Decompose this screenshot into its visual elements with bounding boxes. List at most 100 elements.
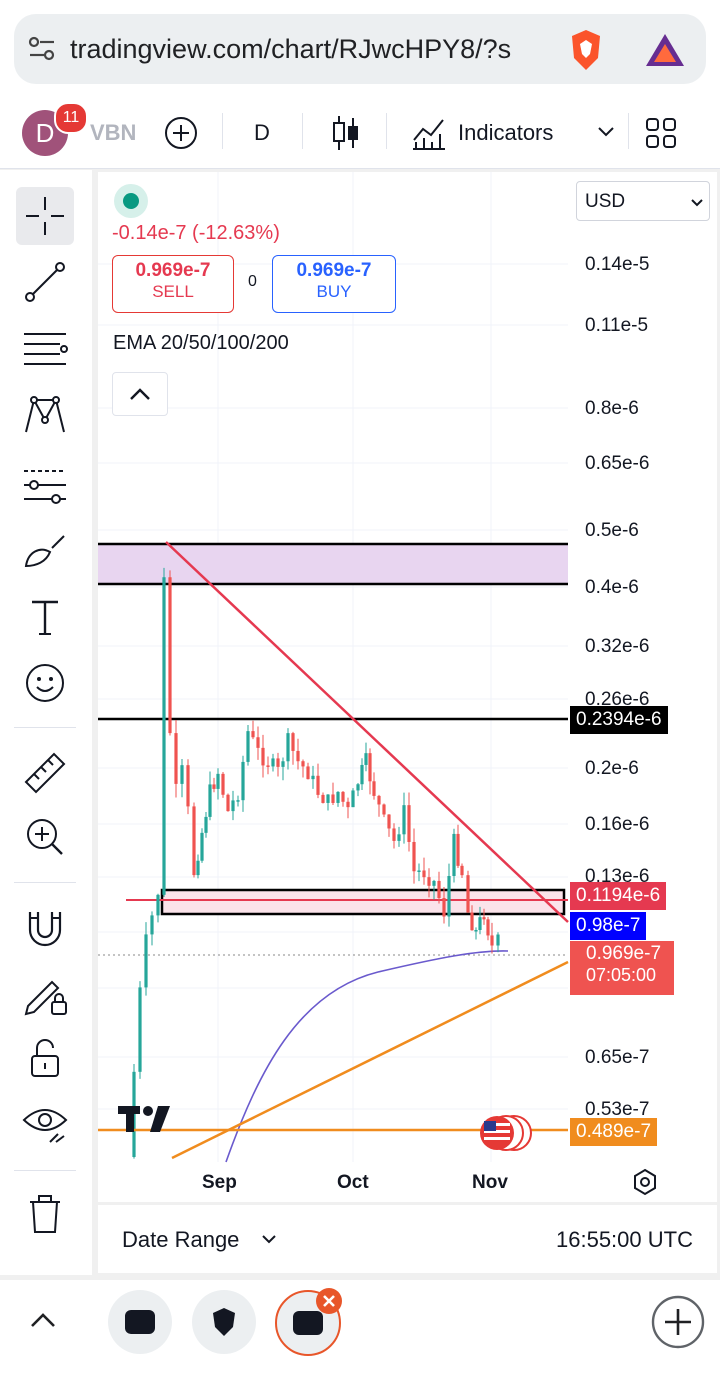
site-settings-icon[interactable] — [28, 36, 56, 62]
candle-body — [364, 753, 368, 765]
brave-rewards-icon[interactable] — [644, 32, 686, 68]
toolbar-divider — [14, 882, 76, 883]
candles-chart-type-icon[interactable] — [332, 114, 360, 152]
chevron-up-icon — [130, 388, 150, 400]
candle-body — [397, 834, 401, 841]
chevron-down-icon — [691, 199, 703, 207]
candle-body — [331, 794, 335, 803]
eye-visibility-icon[interactable] — [16, 1096, 74, 1154]
candle-body — [377, 795, 381, 805]
buy-label: BUY — [316, 282, 352, 301]
downtrend-line[interactable] — [165, 541, 569, 923]
candle-body — [261, 747, 265, 766]
buy-price: 0.969e-7 — [296, 260, 372, 281]
unlock-icon[interactable] — [16, 1030, 74, 1088]
candle-body — [372, 781, 376, 796]
candle-body — [496, 934, 500, 946]
crosshair-tool[interactable] — [16, 187, 74, 245]
toolbar-divider — [628, 113, 629, 149]
market-open-dot — [123, 193, 139, 209]
trendline-icon[interactable] — [16, 253, 74, 311]
candle-body — [186, 765, 190, 807]
candle-body — [437, 880, 441, 898]
lock-drawing-icon[interactable] — [16, 964, 74, 1022]
chevron-down-icon[interactable] — [260, 1233, 278, 1247]
chart-settings-icon[interactable] — [630, 1167, 660, 1197]
brave-favicon-icon — [213, 1308, 235, 1336]
brave-shield-icon[interactable] — [566, 28, 606, 72]
date-range-button[interactable]: Date Range — [122, 1227, 240, 1252]
candle-body — [286, 733, 290, 762]
candle-body — [162, 577, 166, 895]
fib-retracement-icon[interactable] — [16, 320, 74, 378]
candle-body — [432, 880, 436, 886]
zoom-in-icon[interactable] — [16, 808, 74, 866]
bar-countdown: 07:05:00 — [586, 965, 657, 985]
close-tab-button[interactable] — [316, 1288, 342, 1314]
candle-body — [407, 805, 411, 842]
blue-price-tag: 0.98e-7 — [570, 912, 647, 940]
indicators-button[interactable]: Indicators — [458, 120, 554, 145]
toolbar-divider — [302, 113, 303, 149]
time-axis-label: Sep — [202, 1172, 237, 1193]
candle-body — [402, 805, 406, 835]
candle-body — [226, 794, 230, 812]
layout-grid-icon[interactable] — [644, 116, 678, 150]
indicator-legend[interactable]: EMA 20/50/100/200 — [113, 332, 289, 354]
toolbar-divider — [222, 113, 223, 149]
candle-body — [346, 801, 350, 808]
symbol-search-button[interactable]: VBN — [90, 120, 137, 145]
candle-body — [180, 765, 184, 784]
pattern-icon[interactable] — [16, 386, 74, 444]
time-axis-label: Oct — [337, 1172, 369, 1193]
candle-body — [490, 935, 494, 946]
tab-tradingview[interactable] — [108, 1290, 172, 1354]
us-flag-events-icon[interactable] — [480, 1115, 532, 1151]
chevron-up-icon[interactable] — [28, 1308, 58, 1332]
new-tab-plus-icon[interactable] — [650, 1294, 706, 1350]
candle-body — [316, 775, 320, 795]
price-chart[interactable] — [98, 172, 717, 1202]
buy-button[interactable]: 0.969e-7 BUY — [272, 255, 396, 313]
indicators-icon[interactable] — [412, 114, 446, 150]
trash-icon[interactable] — [16, 1186, 74, 1244]
candles-group — [132, 567, 500, 1159]
candle-body — [196, 860, 200, 876]
market-status-indicator[interactable] — [114, 184, 148, 218]
candle-body — [387, 814, 391, 829]
price-scale-label: 0.11e-5 — [585, 315, 649, 336]
interval-button[interactable]: D — [254, 120, 270, 145]
candle-body — [452, 833, 456, 876]
timezone-clock[interactable]: 16:55:00 UTC — [556, 1227, 693, 1252]
candle-body — [326, 794, 330, 803]
currency-select[interactable]: USD — [576, 181, 710, 221]
chevron-down-icon[interactable] — [596, 124, 616, 140]
tradingview-favicon-icon — [125, 1310, 155, 1334]
candle-body — [271, 758, 275, 767]
emoji-icon[interactable] — [16, 654, 74, 712]
candle-body — [251, 731, 255, 738]
chart-pane[interactable] — [98, 172, 717, 1202]
collapse-legend-button[interactable] — [112, 372, 168, 416]
sell-button[interactable]: 0.969e-7 SELL — [112, 255, 234, 313]
magnet-icon[interactable] — [16, 898, 74, 956]
candle-body — [138, 987, 142, 1072]
uptrend-line[interactable] — [171, 960, 569, 1160]
tab-brave[interactable] — [192, 1290, 256, 1354]
prediction-tool-icon[interactable] — [16, 455, 74, 513]
compare-add-icon[interactable] — [164, 116, 198, 150]
candle-body — [466, 875, 470, 913]
candle-body — [486, 919, 490, 936]
tradingview-logo — [118, 1106, 170, 1132]
candle-body — [200, 832, 204, 861]
ruler-icon[interactable] — [16, 744, 74, 802]
candle-body — [168, 577, 172, 734]
price-scale-label: 0.65e-7 — [585, 1047, 650, 1068]
text-tool-icon[interactable] — [16, 588, 74, 646]
candle-body — [336, 791, 340, 803]
candle-body — [360, 764, 364, 785]
candle-body — [150, 915, 154, 935]
time-axis-label: Nov — [472, 1172, 508, 1193]
brush-icon[interactable] — [16, 522, 74, 580]
support-box[interactable] — [160, 888, 566, 916]
